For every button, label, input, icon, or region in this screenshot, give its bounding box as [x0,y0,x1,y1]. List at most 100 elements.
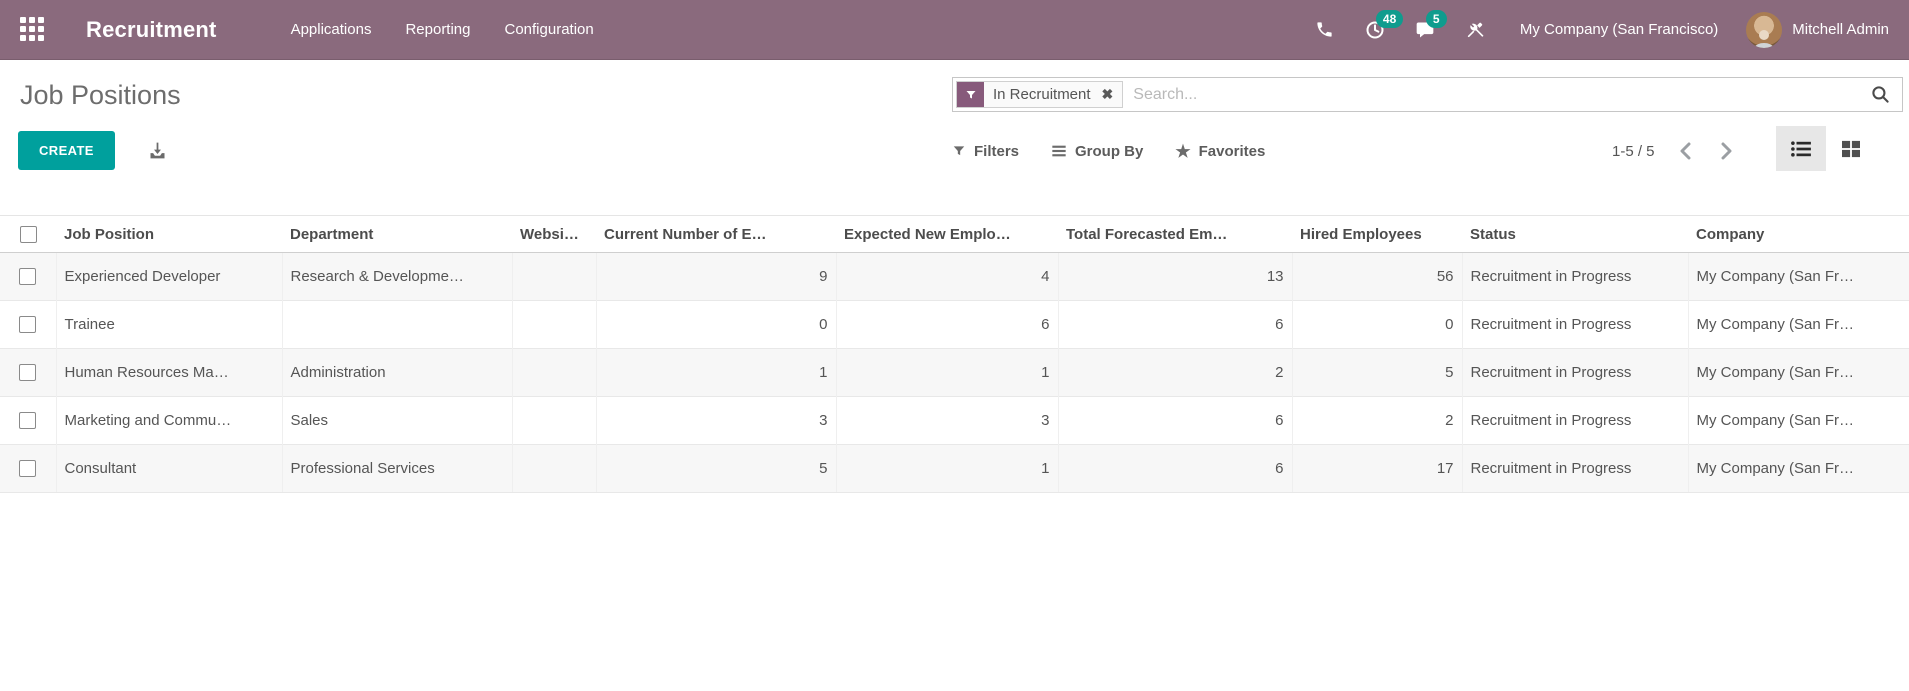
menu-configuration[interactable]: Configuration [504,21,594,38]
cell-company: My Company (San Fr… [1687,252,1909,301]
company-switcher[interactable]: My Company (San Francisco) [1519,21,1719,38]
table-row[interactable]: Trainee 0 6 6 0 Recruitment in Progress … [0,300,1909,349]
cell-website [511,252,596,301]
user-avatar [1746,11,1783,48]
column-header-department[interactable]: Department [282,215,512,253]
messages-bubble-icon[interactable]: 5 [1414,9,1447,41]
cell-job-position: Human Resources Ma… [55,348,282,397]
filters-label: Filters [974,142,1020,160]
kanban-view-button[interactable] [1826,126,1876,171]
search-bar: In Recruitment ✖ [952,77,1903,112]
search-options: Filters Group By ★ Favorites [952,131,1265,171]
filters-button[interactable]: Filters [952,143,1019,160]
activities-clock-icon[interactable]: 48 [1364,9,1404,41]
table-header-row: Job Position Department Websi… Current N… [0,215,1909,253]
voip-phone-icon[interactable] [1314,19,1336,41]
cell-website [511,300,596,349]
cell-expected: 3 [835,396,1058,445]
list-view-button[interactable] [1776,126,1826,171]
column-header-hired-employees[interactable]: Hired Employees [1292,215,1462,253]
pager-previous-icon[interactable] [1675,138,1696,164]
facet-remove-icon[interactable]: ✖ [1101,86,1114,102]
cell-job-position: Experienced Developer [55,252,282,301]
cell-total: 6 [1057,396,1292,445]
pager-next-icon[interactable] [1716,138,1737,164]
cell-expected: 1 [835,444,1058,493]
user-name-label: Mitchell Admin [1792,21,1889,38]
cell-company: My Company (San Fr… [1687,444,1909,493]
cell-status: Recruitment in Progress [1461,348,1688,397]
view-switcher [1776,126,1876,171]
create-button[interactable]: CREATE [18,131,115,170]
job-positions-table: Job Position Department Websi… Current N… [0,215,1909,493]
cell-status: Recruitment in Progress [1461,300,1688,349]
cell-hired: 5 [1291,348,1462,397]
cell-hired: 17 [1291,444,1462,493]
cell-department [281,300,512,349]
cell-hired: 56 [1291,252,1462,301]
cell-hired: 2 [1291,396,1462,445]
cell-total: 6 [1057,300,1292,349]
cell-total: 13 [1057,252,1292,301]
table-row[interactable]: Marketing and Commu… Sales 3 3 6 2 Recru… [0,396,1909,445]
topbar-systray: 48 5 My Company (San Francisco) Mitchell… [1314,9,1893,48]
search-icon[interactable] [1871,85,1890,104]
star-icon: ★ [1175,141,1191,161]
favorites-button[interactable]: ★ Favorites [1175,143,1265,160]
cell-total: 2 [1057,348,1292,397]
apps-grid-icon[interactable] [20,16,46,43]
cell-hired: 0 [1291,300,1462,349]
column-header-expected-employees[interactable]: Expected New Emplo… [836,215,1058,253]
cell-status: Recruitment in Progress [1461,252,1688,301]
cell-website [511,396,596,445]
control-panel: Job Positions In Recruitment ✖ CREATE Fi… [0,60,1909,215]
app-name-menu[interactable]: Recruitment [86,16,217,42]
user-menu[interactable]: Mitchell Admin [1746,11,1889,48]
activity-count-badge: 48 [1375,9,1404,28]
export-download-icon[interactable] [147,140,168,166]
menu-reporting[interactable]: Reporting [405,21,471,38]
cell-current: 5 [595,444,836,493]
cell-expected: 4 [835,252,1058,301]
search-facet-in-recruitment: In Recruitment ✖ [956,81,1124,108]
group-by-button[interactable]: Group By [1051,143,1143,160]
facet-label: In Recruitment [993,86,1091,103]
cell-status: Recruitment in Progress [1461,396,1688,445]
main-menu: Applications Reporting Configuration [289,15,596,44]
page-title: Job Positions [20,80,181,110]
column-header-website[interactable]: Websi… [512,215,596,253]
cell-status: Recruitment in Progress [1461,444,1688,493]
column-header-current-employees[interactable]: Current Number of E… [596,215,836,253]
row-checkbox[interactable] [19,460,37,478]
cell-website [511,444,596,493]
table-row[interactable]: Experienced Developer Research & Develop… [0,252,1909,301]
tools-debug-icon[interactable] [1464,19,1486,41]
column-header-company[interactable]: Company [1688,215,1909,253]
row-checkbox[interactable] [19,364,37,382]
row-checkbox[interactable] [19,412,37,430]
row-checkbox[interactable] [19,316,37,334]
top-navbar: Recruitment Applications Reporting Confi… [0,0,1909,60]
search-input[interactable] [1123,85,1871,104]
cell-website [511,348,596,397]
column-header-total-forecasted[interactable]: Total Forecasted Em… [1058,215,1292,253]
column-header-status[interactable]: Status [1462,215,1688,253]
message-count-badge: 5 [1425,9,1447,28]
cell-company: My Company (San Fr… [1687,300,1909,349]
favorites-label: Favorites [1198,142,1266,160]
cell-company: My Company (San Fr… [1687,396,1909,445]
cell-department: Administration [281,348,512,397]
table-row[interactable]: Human Resources Ma… Administration 1 1 2… [0,348,1909,397]
pager-range[interactable]: 1-5 / 5 [1612,142,1655,160]
cell-job-position: Marketing and Commu… [55,396,282,445]
cell-current: 0 [595,300,836,349]
select-all-checkbox[interactable] [19,225,37,243]
table-row[interactable]: Consultant Professional Services 5 1 6 1… [0,444,1909,493]
column-header-job-position[interactable]: Job Position [56,215,282,253]
menu-applications[interactable]: Applications [290,21,372,38]
cell-expected: 1 [835,348,1058,397]
row-checkbox[interactable] [19,268,37,286]
cell-current: 3 [595,396,836,445]
group-by-label: Group By [1075,142,1144,160]
